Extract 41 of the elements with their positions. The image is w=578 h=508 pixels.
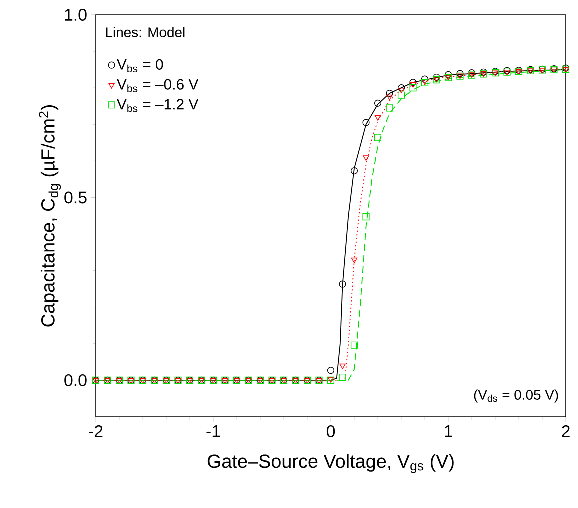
point (386, 104, 394, 112)
y-axis-title: Capacitance, C$_{dg}$ (µF/cm$^{2}$) (39, 105, 62, 327)
x-tick-label: -1 (206, 425, 220, 438)
x-tick-label: 1 (445, 425, 452, 438)
point (456, 70, 464, 78)
y-tick-label: 0.5 (64, 192, 87, 204)
point (444, 71, 452, 78)
point (421, 76, 429, 83)
point (386, 94, 393, 100)
point (410, 84, 417, 92)
point (386, 90, 394, 98)
y-tick-label: 0.0 (64, 374, 87, 386)
legend-label: V$_{bs}$ = 0 (117, 59, 164, 73)
annotation: (V$_{ds}$ = 0.05 V) (474, 390, 558, 403)
point (327, 367, 335, 374)
point (363, 156, 370, 162)
point (398, 84, 406, 92)
x-tick-label: 2 (562, 425, 570, 438)
point (410, 82, 416, 88)
point (398, 92, 406, 99)
point (362, 214, 370, 221)
point (350, 167, 358, 175)
point (374, 134, 382, 142)
point (374, 115, 382, 121)
point (410, 79, 417, 86)
x-tick-label: -2 (89, 425, 103, 438)
point (350, 342, 358, 349)
point (374, 100, 382, 107)
point (340, 364, 346, 370)
point (398, 88, 405, 94)
point (362, 119, 370, 126)
x-tick-label: 0 (326, 425, 336, 438)
point (339, 280, 346, 288)
point (433, 74, 440, 82)
x-axis-title: Gate–Source Voltage, V$_{gs}$ (V) (208, 454, 454, 474)
y-tick-label: 1.0 (65, 8, 87, 21)
legend-label: V$_{bs}$ = –0.6 V (117, 79, 199, 92)
legend-label: V$_{bs}$ = –1.2 V (117, 99, 199, 112)
annotation: Lines: Model (106, 27, 185, 38)
point (351, 258, 358, 264)
point (339, 374, 346, 382)
